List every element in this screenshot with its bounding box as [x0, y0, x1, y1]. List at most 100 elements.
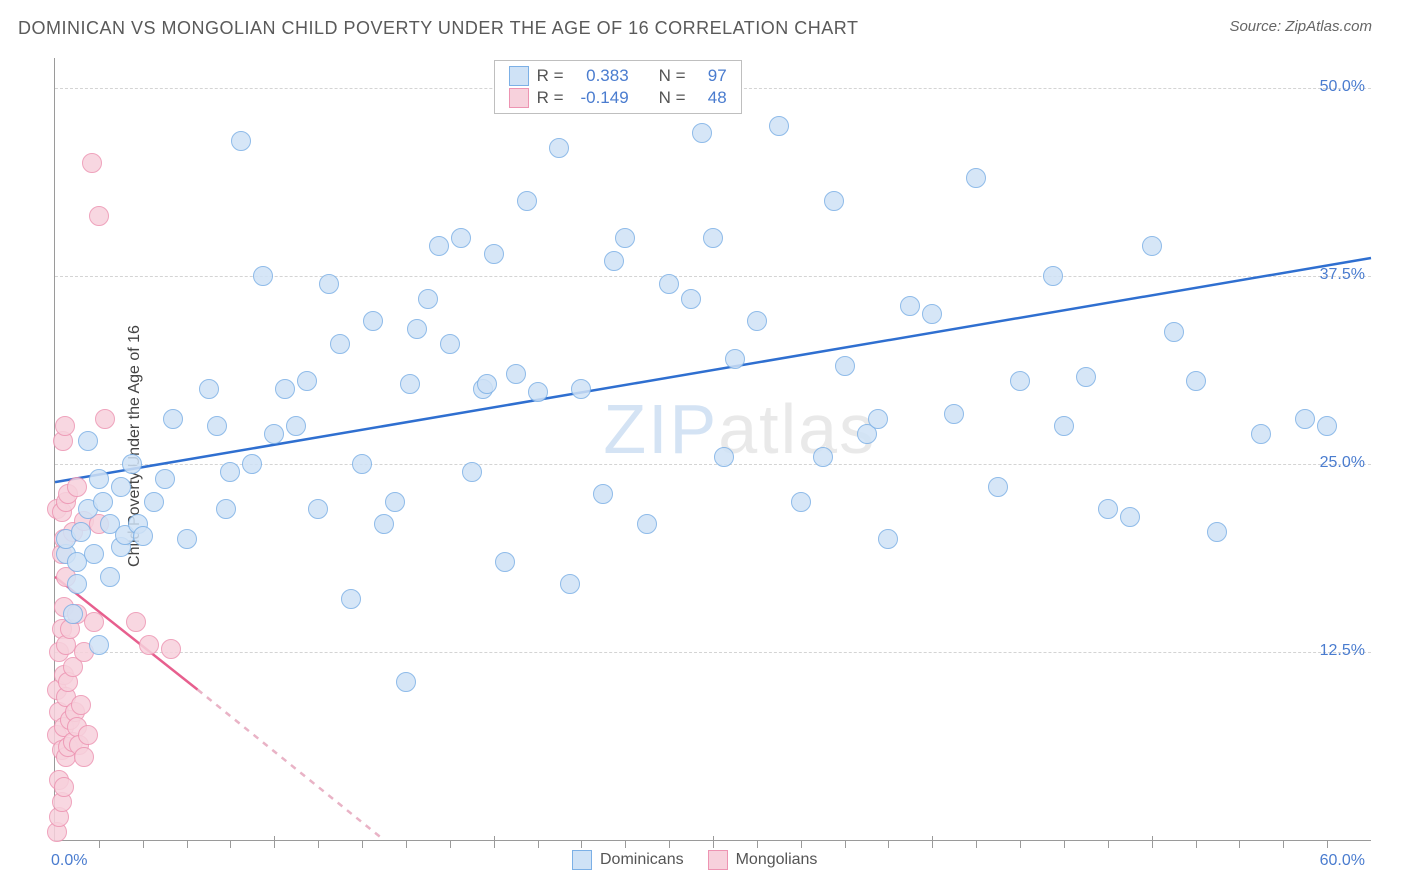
mongolian-point: [71, 695, 91, 715]
dominican-point: [462, 462, 482, 482]
scatter-plot-area: 50.0%37.5%25.0%12.5%0.0%60.0%ZIPatlasR =…: [54, 58, 1371, 841]
x-tick-minor: [1196, 840, 1197, 848]
stat-label-n: N =: [659, 66, 687, 86]
stat-value-n: 97: [695, 66, 727, 86]
dominican-point: [1164, 322, 1184, 342]
dominican-point: [440, 334, 460, 354]
dominican-point: [133, 526, 153, 546]
dominican-point: [813, 447, 833, 467]
dominican-point: [407, 319, 427, 339]
dominican-point: [484, 244, 504, 264]
dominican-point: [385, 492, 405, 512]
correlation-stats-box: R = 0.383 N = 97 R = -0.149 N = 48: [494, 60, 742, 114]
dominican-point: [220, 462, 240, 482]
legend-swatch: [572, 850, 592, 870]
trend-lines: [55, 58, 1371, 840]
dominican-point: [155, 469, 175, 489]
dominican-point: [725, 349, 745, 369]
legend-item-mongolians: Mongolians: [708, 850, 818, 870]
dominican-point: [396, 672, 416, 692]
legend-swatch: [509, 88, 529, 108]
dominican-point: [63, 604, 83, 624]
chart-title: DOMINICAN VS MONGOLIAN CHILD POVERTY UND…: [18, 18, 858, 39]
x-tick-minor: [362, 840, 363, 848]
mongolian-point: [89, 206, 109, 226]
x-tick-label-max: 60.0%: [1320, 852, 1365, 870]
x-tick-minor: [1020, 840, 1021, 848]
x-tick-minor: [450, 840, 451, 848]
x-tick-minor: [1283, 840, 1284, 848]
dominican-point: [528, 382, 548, 402]
dominican-point: [868, 409, 888, 429]
stat-label-n: N =: [659, 88, 687, 108]
stat-label-r: R =: [537, 88, 565, 108]
dominican-point: [1186, 371, 1206, 391]
stats-row-mongolians: R = -0.149 N = 48: [495, 87, 741, 109]
dominican-point: [199, 379, 219, 399]
source-attribution: Source: ZipAtlas.com: [1229, 18, 1372, 35]
dominican-point: [418, 289, 438, 309]
dominican-point: [1142, 236, 1162, 256]
dominican-point: [747, 311, 767, 331]
x-tick-minor: [1108, 840, 1109, 848]
series-legend: Dominicans Mongolians: [572, 850, 817, 870]
legend-item-dominicans: Dominicans: [572, 850, 684, 870]
dominican-point: [791, 492, 811, 512]
dominican-point: [330, 334, 350, 354]
stat-value-r: 0.383: [573, 66, 629, 86]
dominican-point: [824, 191, 844, 211]
legend-swatch: [509, 66, 529, 86]
x-tick-minor: [581, 840, 582, 848]
legend-label: Dominicans: [600, 851, 684, 869]
x-tick-minor: [99, 840, 100, 848]
dominican-point: [835, 356, 855, 376]
x-tick-minor: [1239, 840, 1240, 848]
x-tick-minor: [230, 840, 231, 848]
dominican-point: [352, 454, 372, 474]
x-tick-minor: [669, 840, 670, 848]
x-tick-minor: [845, 840, 846, 848]
dominican-point: [89, 469, 109, 489]
dominican-point: [122, 454, 142, 474]
mongolian-point: [126, 612, 146, 632]
dominican-point: [1098, 499, 1118, 519]
x-tick-minor: [1064, 840, 1065, 848]
x-tick-minor: [318, 840, 319, 848]
dominican-point: [144, 492, 164, 512]
x-tick-minor: [406, 840, 407, 848]
dominican-point: [89, 635, 109, 655]
x-tick-minor: [143, 840, 144, 848]
x-tick-minor: [888, 840, 889, 848]
dominican-point: [659, 274, 679, 294]
mongolian-point: [67, 477, 87, 497]
dominican-point: [71, 522, 91, 542]
dominican-point: [1076, 367, 1096, 387]
x-tick-minor: [625, 840, 626, 848]
mongolian-point: [74, 747, 94, 767]
dominican-point: [1120, 507, 1140, 527]
dominican-point: [319, 274, 339, 294]
x-tick-minor: [976, 840, 977, 848]
x-tick-minor: [1327, 840, 1328, 848]
stat-value-r: -0.149: [573, 88, 629, 108]
dominican-point: [506, 364, 526, 384]
dominican-point: [429, 236, 449, 256]
dominican-point: [1295, 409, 1315, 429]
dominican-point: [100, 567, 120, 587]
x-tick-minor: [757, 840, 758, 848]
stat-value-n: 48: [695, 88, 727, 108]
x-tick-label-min: 0.0%: [51, 852, 87, 870]
stat-label-r: R =: [537, 66, 565, 86]
dominican-point: [922, 304, 942, 324]
dominican-point: [1043, 266, 1063, 286]
dominican-point: [681, 289, 701, 309]
dominican-point: [93, 492, 113, 512]
mongolian-point: [78, 725, 98, 745]
legend-swatch: [708, 850, 728, 870]
dominican-point: [495, 552, 515, 572]
dominican-point: [517, 191, 537, 211]
dominican-point: [177, 529, 197, 549]
x-tick-minor: [187, 840, 188, 848]
dominican-point: [769, 116, 789, 136]
legend-label: Mongolians: [736, 851, 818, 869]
